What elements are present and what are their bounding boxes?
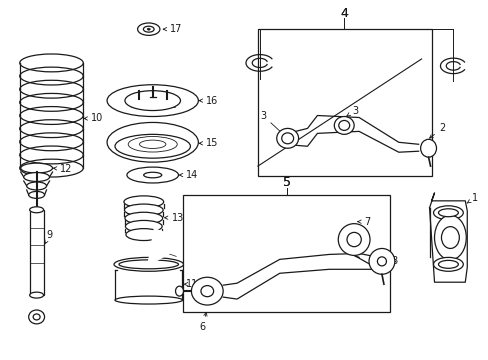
- Text: 13: 13: [164, 213, 183, 223]
- Text: 3: 3: [346, 105, 358, 116]
- Text: 10: 10: [84, 113, 103, 123]
- Text: 11: 11: [183, 279, 198, 289]
- Ellipse shape: [33, 314, 40, 320]
- Ellipse shape: [27, 182, 46, 190]
- Ellipse shape: [281, 133, 293, 144]
- Ellipse shape: [201, 285, 213, 297]
- Ellipse shape: [107, 85, 198, 117]
- Bar: [30, 210, 43, 295]
- Ellipse shape: [147, 28, 150, 30]
- Bar: [257, 29, 431, 176]
- Ellipse shape: [139, 140, 165, 148]
- Ellipse shape: [29, 192, 44, 198]
- Text: 9: 9: [45, 230, 53, 244]
- Ellipse shape: [20, 163, 52, 173]
- Text: 4: 4: [340, 7, 347, 20]
- Ellipse shape: [368, 248, 394, 274]
- Ellipse shape: [346, 233, 361, 247]
- Text: 4: 4: [340, 7, 347, 20]
- Text: 15: 15: [199, 138, 218, 148]
- Ellipse shape: [175, 286, 183, 296]
- Ellipse shape: [137, 23, 160, 35]
- Ellipse shape: [123, 196, 163, 208]
- Ellipse shape: [124, 212, 163, 224]
- Ellipse shape: [115, 134, 190, 158]
- Ellipse shape: [334, 117, 353, 134]
- Ellipse shape: [30, 207, 43, 213]
- Text: 8: 8: [391, 256, 397, 266]
- Ellipse shape: [114, 257, 183, 271]
- Text: 17: 17: [163, 24, 182, 34]
- Ellipse shape: [107, 122, 198, 162]
- Ellipse shape: [125, 220, 162, 232]
- Text: 5: 5: [282, 176, 290, 189]
- Text: 2: 2: [428, 123, 445, 138]
- Ellipse shape: [191, 277, 223, 305]
- Ellipse shape: [29, 310, 44, 324]
- Ellipse shape: [124, 204, 163, 216]
- Ellipse shape: [24, 172, 49, 181]
- Ellipse shape: [115, 296, 182, 304]
- Ellipse shape: [126, 229, 162, 240]
- Text: 12: 12: [53, 164, 73, 174]
- Ellipse shape: [276, 129, 298, 148]
- Text: 6: 6: [199, 312, 206, 332]
- Ellipse shape: [124, 91, 180, 111]
- Ellipse shape: [434, 215, 466, 260]
- Ellipse shape: [338, 224, 369, 255]
- Bar: [183, 195, 389, 312]
- Text: 5: 5: [282, 176, 290, 189]
- Ellipse shape: [119, 260, 178, 269]
- Ellipse shape: [143, 26, 154, 32]
- Text: 7: 7: [357, 217, 369, 227]
- Ellipse shape: [128, 136, 177, 152]
- Text: 14: 14: [179, 170, 198, 180]
- Ellipse shape: [433, 206, 462, 220]
- Ellipse shape: [338, 121, 349, 130]
- Ellipse shape: [127, 167, 178, 183]
- Ellipse shape: [377, 257, 386, 266]
- Ellipse shape: [30, 292, 43, 298]
- Ellipse shape: [433, 257, 462, 271]
- Ellipse shape: [143, 172, 162, 178]
- Ellipse shape: [420, 139, 436, 157]
- Ellipse shape: [441, 227, 458, 248]
- Ellipse shape: [438, 209, 457, 217]
- Text: 3: 3: [259, 111, 285, 136]
- Text: 16: 16: [199, 96, 218, 105]
- Text: 1: 1: [466, 193, 477, 203]
- Wedge shape: [148, 230, 179, 264]
- Ellipse shape: [438, 260, 457, 268]
